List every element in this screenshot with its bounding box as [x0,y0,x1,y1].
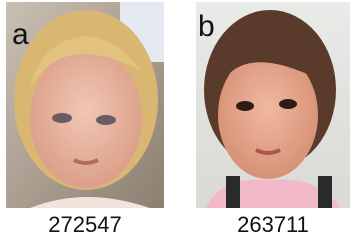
page-body: a b 272547 263711 (() => { const data = … [0,0,352,240]
panel-caption: 272547 [48,212,121,237]
panel-caption: 263711 [237,212,309,237]
photo-b [196,2,350,208]
photo-a [6,2,164,208]
page: Figure {"panels": [{"label": "a", "capti… [0,0,352,240]
panel-label: a [12,18,29,51]
figure: a b 272547 263711 [0,0,352,240]
panel-label: b [198,10,215,43]
